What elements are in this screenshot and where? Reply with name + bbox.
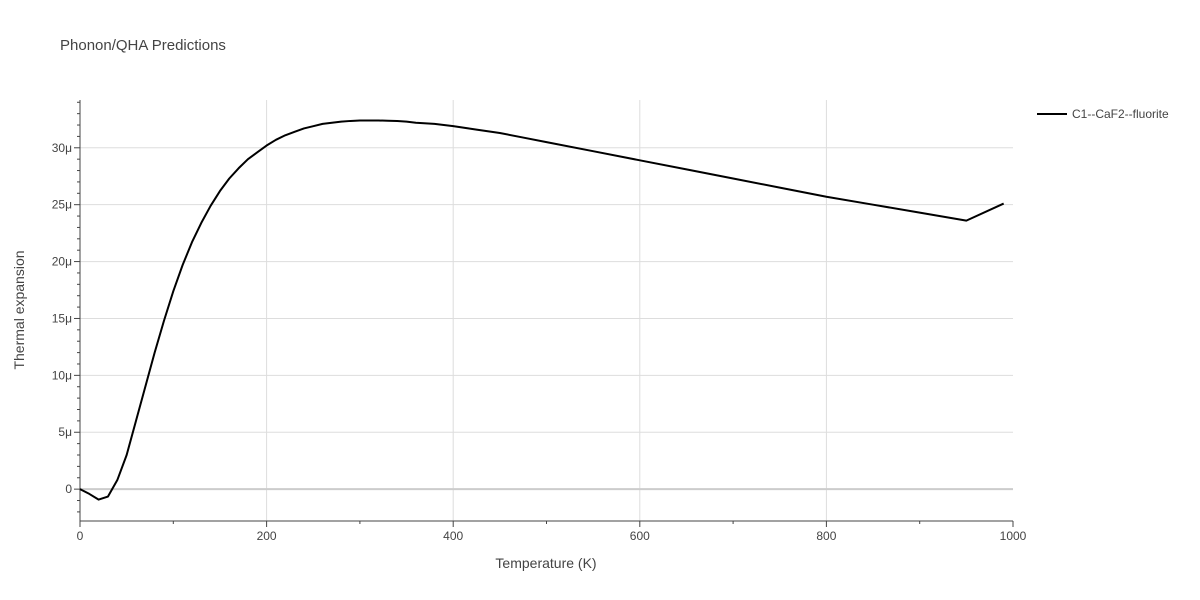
x-axis-title: Temperature (K) — [495, 555, 596, 571]
chart-title: Phonon/QHA Predictions — [60, 37, 226, 54]
y-tick-label: 0 — [65, 482, 72, 496]
legend-item[interactable]: C1--CaF2--fluorite — [1037, 107, 1169, 121]
series-line — [79, 119, 1005, 501]
y-tick-label: 10μ — [52, 368, 72, 382]
legend[interactable]: C1--CaF2--fluorite — [1037, 107, 1169, 121]
x-tick-label: 600 — [630, 529, 650, 543]
y-tick-label: 15μ — [52, 311, 72, 325]
y-tick-label: 20μ — [52, 255, 72, 269]
x-tick-label: 400 — [443, 529, 463, 543]
x-tick-label: 0 — [77, 529, 84, 543]
axes: 0 200 400 600 800 1000 0 5μ 10μ 15μ 20μ 25μ 30μ — [52, 100, 1027, 543]
x-tick-label: 1000 — [1000, 529, 1027, 543]
grid — [80, 100, 1013, 521]
series-layer — [79, 119, 1005, 501]
y-tick-label: 25μ — [52, 198, 72, 212]
x-tick-label: 800 — [816, 529, 836, 543]
y-tick-label: 5μ — [58, 425, 72, 439]
y-tick-label: 30μ — [52, 141, 72, 155]
legend-label: C1--CaF2--fluorite — [1072, 107, 1169, 121]
y-axis-title: Thermal expansion — [11, 250, 27, 369]
x-tick-label: 200 — [257, 529, 277, 543]
